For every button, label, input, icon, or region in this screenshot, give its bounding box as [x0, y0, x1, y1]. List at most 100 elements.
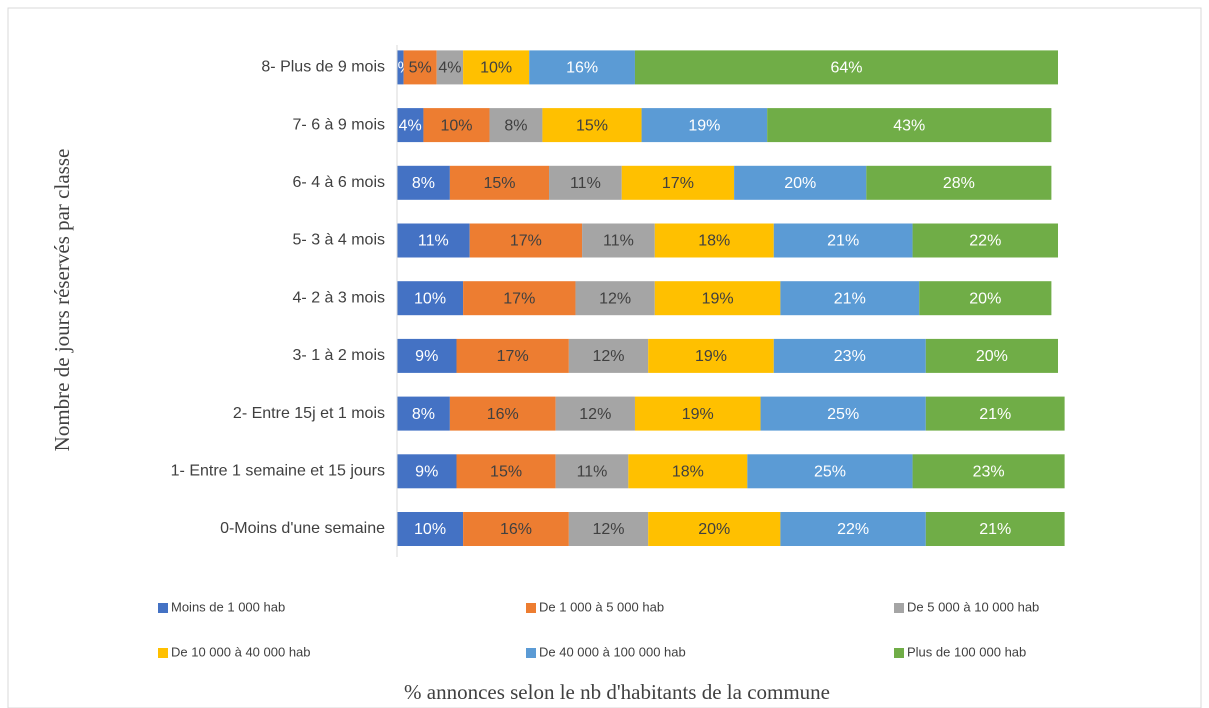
bar-segment — [773, 338, 926, 373]
bar-segment — [780, 512, 926, 546]
y-axis-title: Nombre de jours réservés par classe — [50, 149, 74, 452]
legend-label: Plus de 100 000 hab — [907, 644, 1026, 659]
data-label: 18% — [672, 464, 704, 481]
bar-segment — [555, 396, 635, 431]
data-label: 20% — [969, 290, 1001, 307]
legend-label: Moins de 1 000 hab — [171, 599, 285, 614]
data-label: 9% — [415, 348, 438, 365]
y-tick-label: 0-Moins d'une semaine — [220, 520, 385, 537]
bar-segment — [568, 512, 649, 546]
data-label: 10% — [440, 117, 472, 134]
data-label: 11% — [577, 464, 608, 481]
data-label: 12% — [599, 290, 631, 307]
data-label: 21% — [834, 290, 866, 307]
bar-segment — [463, 50, 530, 85]
data-label: 25% — [814, 464, 846, 481]
bar-segment — [397, 165, 450, 200]
bar-segment — [397, 223, 470, 258]
data-label: 17% — [662, 175, 694, 192]
data-label: 11% — [570, 175, 601, 192]
data-label: 17% — [497, 348, 529, 365]
y-tick-label: 3- 1 à 2 mois — [293, 347, 385, 364]
data-label: 4% — [438, 60, 461, 77]
bar-segment — [456, 454, 556, 489]
data-label: 17% — [510, 233, 542, 250]
data-label: 12% — [593, 348, 625, 365]
data-label: 15% — [483, 175, 515, 192]
bar-segment — [423, 108, 490, 143]
bar-segment — [542, 108, 642, 143]
data-label: 15% — [576, 117, 608, 134]
bar-segment — [463, 281, 576, 316]
y-tick-label: 2- Entre 15j et 1 mois — [233, 405, 385, 422]
bar-segment — [397, 108, 424, 143]
bar-segment — [925, 338, 1058, 373]
bar-segment — [641, 108, 768, 143]
data-label: 23% — [834, 348, 866, 365]
bar-segment — [436, 50, 464, 85]
bar-segment — [397, 454, 457, 489]
bar-segment — [582, 223, 655, 258]
y-tick-label: 5- 3 à 4 mois — [293, 232, 385, 249]
data-label: 11% — [603, 233, 634, 250]
data-label: 43% — [893, 117, 925, 134]
bar-segment — [654, 223, 774, 258]
bar-segment — [397, 396, 450, 431]
bar-segment — [397, 338, 457, 373]
bar-segment — [628, 454, 748, 489]
data-label: 21% — [979, 521, 1011, 538]
y-tick-label: 4- 2 à 3 mois — [293, 289, 385, 306]
bar-segment — [397, 50, 404, 85]
data-label: 11% — [418, 233, 449, 250]
bar-segment — [456, 338, 569, 373]
data-label: 8% — [504, 117, 527, 134]
data-label: 20% — [784, 175, 816, 192]
bar-segment — [648, 338, 774, 373]
data-label: 5% — [409, 60, 432, 77]
bar-segment — [773, 223, 913, 258]
bar-segment — [489, 108, 543, 143]
data-label: 10% — [414, 290, 446, 307]
y-tick-label: 6- 4 à 6 mois — [293, 174, 385, 191]
data-label: 18% — [698, 233, 730, 250]
y-tick-label: 1- Entre 1 semaine et 15 jours — [171, 463, 385, 480]
bar-segment — [912, 454, 1065, 489]
data-label: 8% — [412, 406, 435, 423]
data-label: 19% — [695, 348, 727, 365]
data-label: 21% — [979, 406, 1011, 423]
bar-segment — [734, 165, 867, 200]
data-label: 23% — [973, 464, 1005, 481]
data-label: 12% — [593, 521, 625, 538]
data-label: 10% — [480, 60, 512, 77]
bar-segment — [397, 281, 464, 316]
data-label: 22% — [837, 521, 869, 538]
x-axis-title: % annonces selon le nb d'habitants de la… — [404, 680, 830, 704]
data-label: 19% — [702, 290, 734, 307]
data-label: 15% — [490, 464, 522, 481]
bar-segment — [648, 512, 781, 546]
bar-segment — [747, 454, 913, 489]
legend-swatch — [526, 648, 536, 658]
bar-segment — [760, 396, 926, 431]
bar-segment — [767, 108, 1052, 143]
bar-segment — [397, 512, 464, 546]
bar-segment — [529, 50, 635, 85]
bar-segment — [463, 512, 569, 546]
legend-label: De 40 000 à 100 000 hab — [539, 644, 686, 659]
legend-label: De 10 000 à 40 000 hab — [171, 644, 311, 659]
data-label: 4% — [399, 117, 422, 134]
data-label: 20% — [698, 521, 730, 538]
bar-segment — [403, 50, 437, 85]
bar-segment — [568, 338, 649, 373]
data-label: 12% — [579, 406, 611, 423]
data-label: 28% — [943, 175, 975, 192]
data-label: 17% — [503, 290, 535, 307]
bar-segment — [925, 396, 1065, 431]
bar-segment — [469, 223, 583, 258]
data-label: 9% — [415, 464, 438, 481]
data-label: 19% — [688, 117, 720, 134]
bar-segment — [549, 165, 622, 200]
bar-segment — [634, 396, 761, 431]
